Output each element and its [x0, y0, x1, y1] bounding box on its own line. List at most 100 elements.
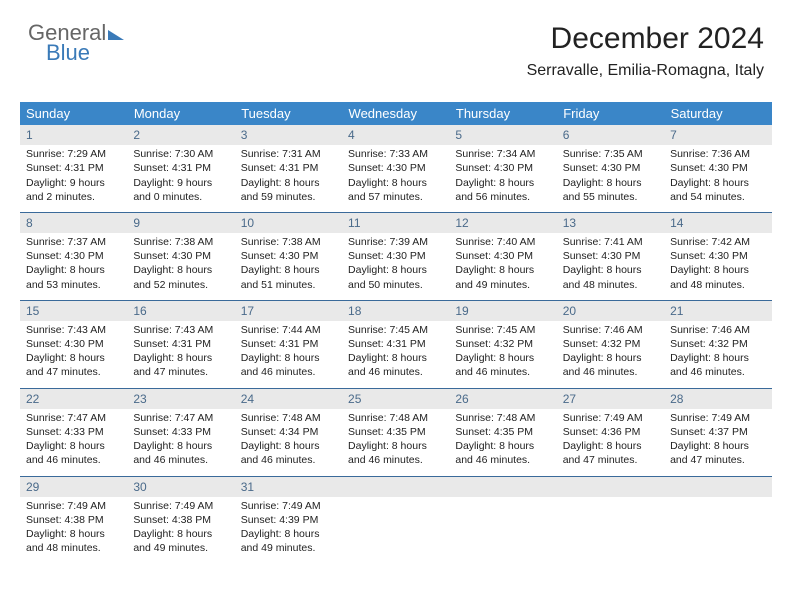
sunset-line: Sunset: 4:31 PM [133, 161, 228, 175]
calendar-head: SundayMondayTuesdayWednesdayThursdayFrid… [20, 102, 772, 125]
sunrise-line: Sunrise: 7:48 AM [241, 411, 336, 425]
day-number: 6 [557, 125, 664, 145]
day-body: Sunrise: 7:49 AMSunset: 4:39 PMDaylight:… [235, 497, 342, 564]
day-number [557, 476, 664, 497]
day-number: 4 [342, 125, 449, 145]
calendar-day: 19Sunrise: 7:45 AMSunset: 4:32 PMDayligh… [449, 300, 556, 388]
day-number: 26 [449, 388, 556, 409]
sunrise-line: Sunrise: 7:48 AM [455, 411, 550, 425]
day-body: Sunrise: 7:49 AMSunset: 4:38 PMDaylight:… [20, 497, 127, 564]
day-body: Sunrise: 7:46 AMSunset: 4:32 PMDaylight:… [557, 321, 664, 388]
sunset-line: Sunset: 4:30 PM [563, 161, 658, 175]
daylight-line: Daylight: 8 hours and 49 minutes. [241, 527, 336, 555]
day-number: 12 [449, 212, 556, 233]
calendar-week: 22Sunrise: 7:47 AMSunset: 4:33 PMDayligh… [20, 388, 772, 476]
sunset-line: Sunset: 4:30 PM [455, 161, 550, 175]
daylight-line: Daylight: 8 hours and 49 minutes. [455, 263, 550, 291]
daylight-line: Daylight: 8 hours and 46 minutes. [348, 439, 443, 467]
daylight-line: Daylight: 8 hours and 53 minutes. [26, 263, 121, 291]
sunrise-line: Sunrise: 7:48 AM [348, 411, 443, 425]
sunset-line: Sunset: 4:32 PM [670, 337, 765, 351]
day-number: 2 [127, 125, 234, 145]
sunrise-line: Sunrise: 7:45 AM [455, 323, 550, 337]
day-body: Sunrise: 7:43 AMSunset: 4:31 PMDaylight:… [127, 321, 234, 388]
sunrise-line: Sunrise: 7:49 AM [133, 499, 228, 513]
sunrise-line: Sunrise: 7:38 AM [133, 235, 228, 249]
sunset-line: Sunset: 4:31 PM [348, 337, 443, 351]
brand-part2: Blue [28, 42, 124, 64]
calendar-table: SundayMondayTuesdayWednesdayThursdayFrid… [20, 102, 772, 563]
day-body: Sunrise: 7:47 AMSunset: 4:33 PMDaylight:… [20, 409, 127, 476]
weekday-header: Thursday [449, 102, 556, 125]
sunset-line: Sunset: 4:30 PM [670, 161, 765, 175]
sunset-line: Sunset: 4:33 PM [133, 425, 228, 439]
day-body: Sunrise: 7:45 AMSunset: 4:31 PMDaylight:… [342, 321, 449, 388]
daylight-line: Daylight: 8 hours and 47 minutes. [26, 351, 121, 379]
calendar-day: 21Sunrise: 7:46 AMSunset: 4:32 PMDayligh… [664, 300, 771, 388]
calendar-day: 3Sunrise: 7:31 AMSunset: 4:31 PMDaylight… [235, 125, 342, 212]
sunrise-line: Sunrise: 7:47 AM [133, 411, 228, 425]
daylight-line: Daylight: 8 hours and 54 minutes. [670, 176, 765, 204]
day-body [557, 497, 664, 559]
daylight-line: Daylight: 8 hours and 46 minutes. [241, 439, 336, 467]
calendar-day: 29Sunrise: 7:49 AMSunset: 4:38 PMDayligh… [20, 476, 127, 564]
daylight-line: Daylight: 8 hours and 50 minutes. [348, 263, 443, 291]
calendar-week: 8Sunrise: 7:37 AMSunset: 4:30 PMDaylight… [20, 212, 772, 300]
sunrise-line: Sunrise: 7:41 AM [563, 235, 658, 249]
daylight-line: Daylight: 8 hours and 46 minutes. [455, 351, 550, 379]
page-header: December 2024 Serravalle, Emilia-Romagna… [527, 22, 764, 80]
day-number: 18 [342, 300, 449, 321]
sunrise-line: Sunrise: 7:43 AM [26, 323, 121, 337]
day-body: Sunrise: 7:40 AMSunset: 4:30 PMDaylight:… [449, 233, 556, 300]
daylight-line: Daylight: 8 hours and 52 minutes. [133, 263, 228, 291]
day-number: 13 [557, 212, 664, 233]
daylight-line: Daylight: 8 hours and 48 minutes. [670, 263, 765, 291]
day-body: Sunrise: 7:37 AMSunset: 4:30 PMDaylight:… [20, 233, 127, 300]
daylight-line: Daylight: 8 hours and 46 minutes. [348, 351, 443, 379]
daylight-line: Daylight: 8 hours and 55 minutes. [563, 176, 658, 204]
sunrise-line: Sunrise: 7:44 AM [241, 323, 336, 337]
weekday-header: Tuesday [235, 102, 342, 125]
sunrise-line: Sunrise: 7:40 AM [455, 235, 550, 249]
calendar-day: 2Sunrise: 7:30 AMSunset: 4:31 PMDaylight… [127, 125, 234, 212]
calendar-day: 28Sunrise: 7:49 AMSunset: 4:37 PMDayligh… [664, 388, 771, 476]
brand-logo: General Blue [28, 22, 124, 64]
day-body: Sunrise: 7:48 AMSunset: 4:35 PMDaylight:… [449, 409, 556, 476]
daylight-line: Daylight: 8 hours and 46 minutes. [133, 439, 228, 467]
day-number: 8 [20, 212, 127, 233]
sunset-line: Sunset: 4:30 PM [670, 249, 765, 263]
weekday-header: Saturday [664, 102, 771, 125]
calendar-day: 7Sunrise: 7:36 AMSunset: 4:30 PMDaylight… [664, 125, 771, 212]
day-body [664, 497, 771, 559]
sunrise-line: Sunrise: 7:45 AM [348, 323, 443, 337]
sunrise-line: Sunrise: 7:42 AM [670, 235, 765, 249]
weekday-header: Wednesday [342, 102, 449, 125]
day-number [664, 476, 771, 497]
day-body: Sunrise: 7:36 AMSunset: 4:30 PMDaylight:… [664, 145, 771, 212]
calendar-day: 16Sunrise: 7:43 AMSunset: 4:31 PMDayligh… [127, 300, 234, 388]
calendar-week: 1Sunrise: 7:29 AMSunset: 4:31 PMDaylight… [20, 125, 772, 212]
calendar-day: 27Sunrise: 7:49 AMSunset: 4:36 PMDayligh… [557, 388, 664, 476]
sunrise-line: Sunrise: 7:33 AM [348, 147, 443, 161]
day-number: 3 [235, 125, 342, 145]
day-body: Sunrise: 7:45 AMSunset: 4:32 PMDaylight:… [449, 321, 556, 388]
day-body: Sunrise: 7:41 AMSunset: 4:30 PMDaylight:… [557, 233, 664, 300]
sunrise-line: Sunrise: 7:49 AM [563, 411, 658, 425]
sunset-line: Sunset: 4:31 PM [26, 161, 121, 175]
sunset-line: Sunset: 4:39 PM [241, 513, 336, 527]
daylight-line: Daylight: 8 hours and 47 minutes. [133, 351, 228, 379]
calendar-day: 30Sunrise: 7:49 AMSunset: 4:38 PMDayligh… [127, 476, 234, 564]
sunset-line: Sunset: 4:38 PM [26, 513, 121, 527]
sunrise-line: Sunrise: 7:39 AM [348, 235, 443, 249]
sunrise-line: Sunrise: 7:46 AM [563, 323, 658, 337]
calendar-day: 22Sunrise: 7:47 AMSunset: 4:33 PMDayligh… [20, 388, 127, 476]
day-body: Sunrise: 7:38 AMSunset: 4:30 PMDaylight:… [127, 233, 234, 300]
day-body: Sunrise: 7:35 AMSunset: 4:30 PMDaylight:… [557, 145, 664, 212]
daylight-line: Daylight: 8 hours and 48 minutes. [563, 263, 658, 291]
daylight-line: Daylight: 9 hours and 2 minutes. [26, 176, 121, 204]
calendar-day: 1Sunrise: 7:29 AMSunset: 4:31 PMDaylight… [20, 125, 127, 212]
weekday-header: Monday [127, 102, 234, 125]
calendar-day [342, 476, 449, 564]
day-body: Sunrise: 7:30 AMSunset: 4:31 PMDaylight:… [127, 145, 234, 212]
daylight-line: Daylight: 8 hours and 59 minutes. [241, 176, 336, 204]
